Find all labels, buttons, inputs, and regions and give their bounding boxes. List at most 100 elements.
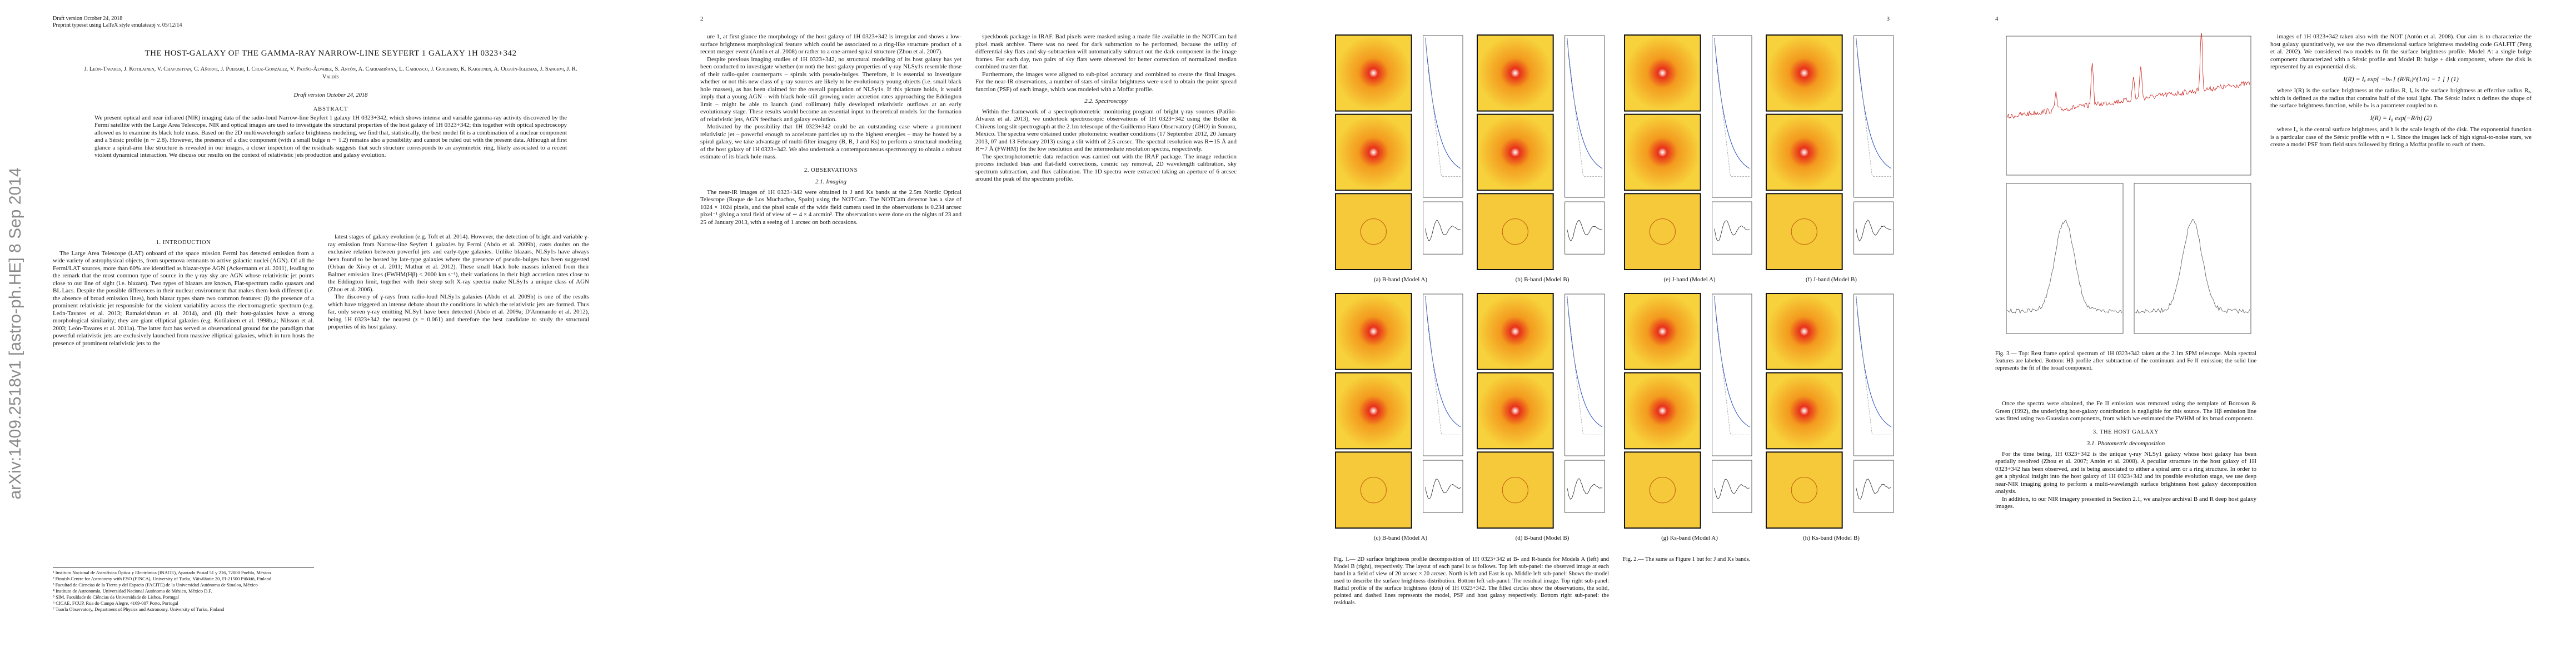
- model-curve: [1425, 296, 1461, 427]
- galaxy-image: [1625, 194, 1700, 269]
- residual-ring: [1502, 476, 1529, 504]
- psf-curve: [1567, 38, 1602, 177]
- psf-curve: [1856, 297, 1891, 435]
- footnotes: ¹ Instituto Nacional de Astrofísica Ópti…: [53, 567, 314, 613]
- model-curve: [1714, 37, 1750, 169]
- figure-panel: (c) B-band (Model A): [1334, 292, 1467, 542]
- galaxy-image: [1336, 115, 1411, 190]
- text-column: speckbook package in IRAF. Bad pixels we…: [975, 33, 1237, 183]
- galaxy-image: [1767, 115, 1842, 190]
- galaxy-image: [1625, 373, 1700, 449]
- residual-curve: [1425, 220, 1461, 242]
- panel-graphic: [1335, 293, 1463, 529]
- paragraph: Despite previous imaging studies of 1H 0…: [700, 56, 961, 123]
- panel-caption: (a) B-band (Model A): [1373, 276, 1428, 283]
- panel-caption: (g) Ks-band (Model A): [1661, 535, 1718, 541]
- text-column: ure 1, at first glance the morphology of…: [700, 33, 961, 226]
- running-header: Draft version October 24, 2018 Preprint t…: [53, 16, 182, 29]
- plot-frame: [2134, 183, 2251, 334]
- paragraph: The Large Area Telescope (LAT) onboard o…: [53, 250, 314, 347]
- paragraph: Motivated by the possibility that 1H 032…: [700, 123, 961, 160]
- galaxy-image: [1478, 373, 1553, 449]
- galaxy-image: [1767, 294, 1842, 369]
- residual-curve: [1567, 478, 1603, 500]
- panel-caption: (c) B-band (Model A): [1373, 535, 1428, 541]
- paragraph: The spectrophotometric data reduction wa…: [975, 153, 1237, 183]
- arxiv-stamp: arXiv:1409.2518v1 [astro-ph.HE] 8 Sep 20…: [6, 167, 24, 500]
- page: 3 (a) B-band (Model A) (b) B-band (Model B…: [1295, 0, 1929, 667]
- paragraph: For the time being, 1H 0323+342 is the u…: [1995, 450, 2256, 495]
- paragraph: In addition, to our NIR imagery presente…: [1995, 495, 2256, 510]
- profile-frame: [1712, 293, 1752, 456]
- model-curve: [1425, 37, 1461, 169]
- galaxy-image: [1625, 294, 1700, 369]
- subsection-heading: 2.2. Spectroscopy: [1084, 98, 1128, 104]
- draft-date: Draft version October 24, 2018: [293, 92, 368, 98]
- page: 4 Fig. 3.— Top: Rest frame optical spectr…: [1942, 0, 2576, 667]
- residual-curve: [1856, 479, 1892, 500]
- residual-frame: [1564, 201, 1605, 255]
- galaxy-image: [1478, 36, 1553, 111]
- paper-title: THE HOST-GALAXY OF THE GAMMA-RAY NARROW-…: [145, 49, 517, 58]
- panel-caption: (e) J-band (Model A): [1663, 276, 1716, 283]
- residual-ring: [1791, 218, 1818, 245]
- paragraph: Once the spectra were obtained, the Fe I…: [1995, 400, 2256, 422]
- figure-panel: (f) J-band (Model B): [1765, 33, 1898, 283]
- psf-curve: [1856, 38, 1891, 177]
- figure-caption: Fig. 2.— The same as Figure 1 but for J …: [1623, 556, 1751, 563]
- paragraph: speckbook package in IRAF. Bad pixels we…: [975, 33, 1237, 70]
- residual-ring: [1649, 218, 1676, 245]
- model-curve: [1567, 296, 1603, 427]
- header-line: Preprint typeset using LaTeX style emula…: [53, 22, 182, 28]
- abstract-text: We present optical and near infrared (NI…: [94, 114, 567, 159]
- panel-caption: (h) Ks-band (Model B): [1803, 535, 1860, 541]
- figure-panel: (e) J-band (Model A): [1623, 33, 1756, 283]
- residual-frame: [1853, 460, 1894, 513]
- abstract-heading: ABSTRACT: [313, 106, 348, 112]
- text-column: Once the spectra were obtained, the Fe I…: [1995, 400, 2256, 511]
- residual-curve: [1425, 479, 1461, 499]
- galaxy-image: [1767, 194, 1842, 269]
- psf-curve: [1567, 297, 1602, 435]
- figure-panel: (d) B-band (Model B): [1476, 292, 1609, 542]
- panel-caption: (d) B-band (Model B): [1515, 535, 1569, 541]
- galaxy-image: [1336, 36, 1411, 111]
- residual-frame: [1712, 460, 1752, 513]
- equation: I(R) = Iₑ exp{ −bₙ [ (R/Rₑ)^(1/n) − 1 ] …: [2343, 74, 2459, 83]
- paragraph: ure 1, at first glance the morphology of…: [700, 33, 961, 55]
- paragraph: images of 1H 0323+342 taken also with th…: [2270, 33, 2532, 70]
- subsection-heading: 2.1. Imaging: [815, 178, 846, 185]
- galaxy-image: [1478, 194, 1553, 269]
- profile-frame: [1423, 293, 1463, 456]
- galaxy-image: [1336, 373, 1411, 449]
- paragraph: latest stages of galaxy evolution (e.g. …: [328, 233, 589, 293]
- profile-frame: [1853, 35, 1894, 198]
- line-profile: [2007, 219, 2122, 314]
- figure-caption: Fig. 3.— Top: Rest frame optical spectru…: [1995, 351, 2256, 371]
- galaxy-image: [1625, 36, 1700, 111]
- line-profile: [2135, 219, 2250, 314]
- footnote: ¹ Instituto Nacional de Astrofísica Ópti…: [53, 570, 271, 575]
- residual-curve: [1567, 220, 1603, 241]
- text-column: images of 1H 0323+342 taken also with th…: [2270, 33, 2532, 149]
- panel-graphic: [1624, 34, 1752, 270]
- panel-graphic: [1766, 293, 1894, 529]
- figure-panel: (h) Ks-band (Model B): [1765, 292, 1898, 542]
- galaxy-image: [1336, 194, 1411, 269]
- galaxy-image: [1478, 294, 1553, 369]
- spectrum-line: [2007, 33, 2250, 119]
- paragraph: Furthermore, the images were aligned to …: [975, 71, 1237, 93]
- spectrum-figure: [2006, 33, 2251, 334]
- section-heading: 3. THE HOST GALAXY: [2092, 429, 2159, 435]
- footnote: ² Finnish Centre for Astronomy with ESO …: [53, 576, 272, 581]
- footnote: ³ Facultad de Ciencias de la Tierra y de…: [53, 582, 258, 588]
- paragraph: The discovery of γ-rays from radio-loud …: [328, 293, 589, 330]
- galaxy-image: [1625, 115, 1700, 190]
- galaxy-image: [1767, 452, 1842, 527]
- psf-curve: [1425, 38, 1461, 177]
- footnote: ⁶ CICAE, FCUP, Rua do Campo Alegre, 4169…: [53, 600, 178, 606]
- residual-ring: [1360, 476, 1387, 504]
- residual-ring: [1791, 476, 1818, 504]
- author-list: J. León-Tavares, J. Kotilainen, V. Chavu…: [84, 66, 577, 80]
- profile-frame: [1564, 293, 1605, 456]
